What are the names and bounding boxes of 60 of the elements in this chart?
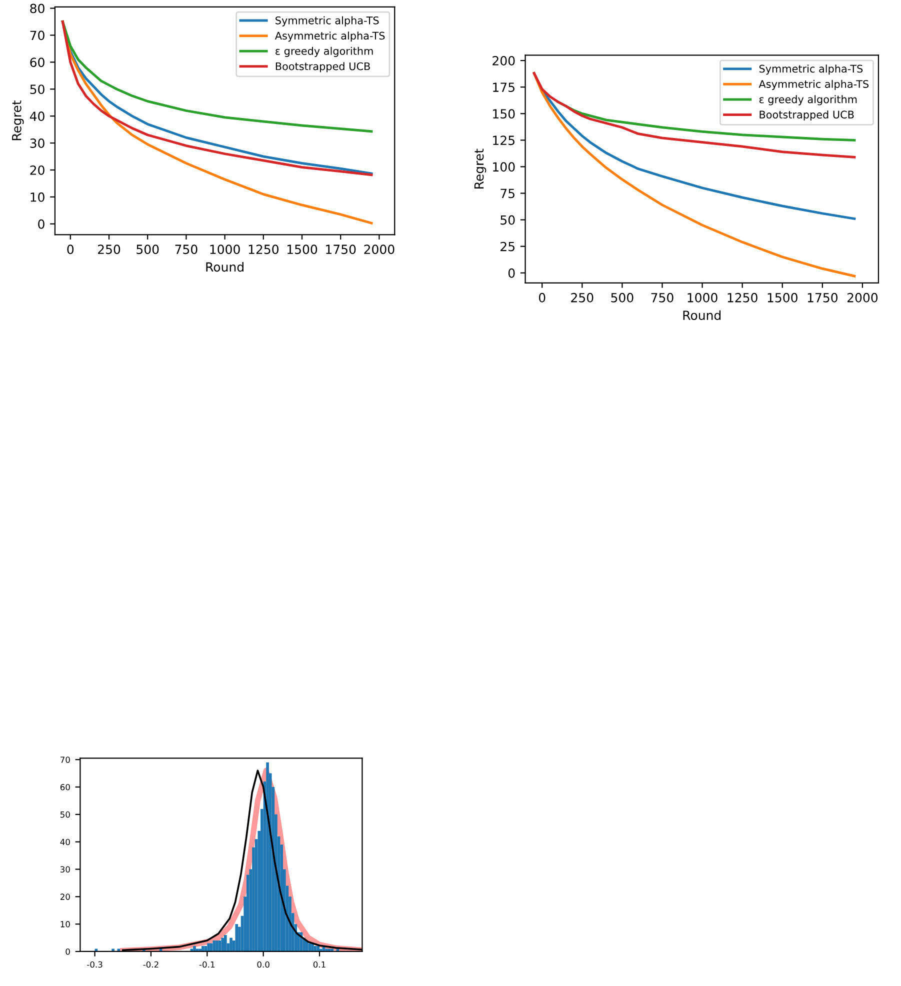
legend-label: ε greedy algorithm: [276, 46, 373, 57]
x-tick-label: 250: [571, 292, 594, 302]
y-axis-title: Regret: [474, 148, 486, 188]
x-tick-label: 1750: [808, 292, 838, 302]
legend-label: Symmetric alpha-TS: [759, 64, 863, 75]
y-tick-label: 10: [30, 192, 44, 202]
y-tick-label: 125: [493, 136, 514, 146]
legend-label: Asymmetric alpha-TS: [274, 32, 385, 42]
x-tick-label: 2000: [364, 244, 394, 254]
x-tick-label: 750: [651, 292, 674, 302]
y-tick-label: 150: [493, 109, 515, 119]
y-tick-label: 75: [500, 188, 514, 198]
x-tick-label: 1750: [326, 244, 356, 254]
x-tick-label: 0.0: [257, 961, 270, 968]
y-tick-label: 70: [30, 30, 44, 40]
y-tick-label: 60: [30, 58, 44, 68]
legend-label: Bootstrapped UCB: [760, 110, 854, 121]
x-tick-label: -0.3: [87, 961, 102, 968]
x-tick-label: 1000: [210, 244, 240, 254]
x-tick-label: 0: [538, 292, 546, 302]
x-tick-label: 1250: [728, 292, 758, 302]
y-tick-label: 30: [30, 138, 44, 148]
y-tick-label: 50: [30, 84, 44, 94]
y-tick-label: 20: [30, 165, 44, 175]
x-tick-label: 1500: [287, 244, 318, 254]
y-tick-label: 100: [493, 162, 515, 172]
x-tick-label: 0.1: [313, 961, 326, 968]
y-tick-label: 60: [60, 784, 70, 790]
legend-label: Symmetric alpha-TS: [276, 16, 379, 26]
y-axis-title: Regret: [12, 100, 24, 140]
x-axis-title: Round: [206, 262, 244, 272]
x-tick-label: -0.1: [199, 961, 215, 968]
x-tick-label: -0.2: [143, 961, 158, 968]
x-axis-title: Round: [683, 310, 721, 320]
y-tick-label: 200: [492, 56, 515, 66]
x-tick-label: 2000: [847, 292, 878, 302]
legend-label: ε greedy algorithm: [759, 95, 857, 106]
x-tick-label: 250: [98, 244, 120, 254]
y-tick-label: 40: [60, 838, 70, 846]
x-tick-label: 1500: [768, 292, 798, 302]
x-tick-label: 1000: [688, 292, 718, 302]
x-tick-label: 500: [611, 292, 634, 302]
x-tick-label: 750: [175, 244, 198, 254]
legend-label: Asymmetric alpha-TS: [758, 80, 869, 90]
y-tick-label: 0: [508, 268, 515, 278]
y-tick-label: 25: [500, 242, 514, 252]
y-tick-label: 80: [30, 4, 44, 14]
y-tick-label: 0: [66, 948, 70, 955]
y-tick-label: 30: [60, 866, 70, 873]
y-tick-label: 175: [493, 82, 514, 92]
y-tick-label: 40: [30, 112, 44, 121]
y-tick-label: 20: [60, 894, 70, 900]
x-tick-label: 1250: [248, 244, 278, 254]
legend-label: Bootstrapped UCB: [276, 62, 370, 72]
y-tick-label: 70: [60, 756, 70, 763]
y-tick-label: 0: [38, 219, 44, 229]
y-tick-label: 10: [60, 921, 70, 928]
x-tick-label: 500: [136, 244, 159, 254]
y-tick-label: 50: [500, 215, 515, 225]
y-tick-label: 50: [60, 811, 70, 818]
